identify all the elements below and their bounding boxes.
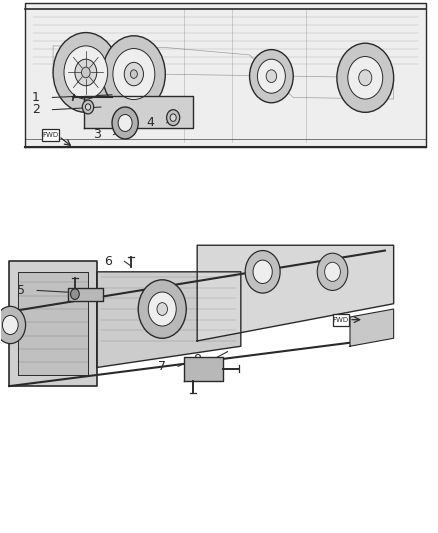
Circle shape	[124, 62, 144, 86]
Text: 7: 7	[158, 360, 166, 373]
Circle shape	[170, 114, 176, 122]
Circle shape	[138, 280, 186, 338]
Circle shape	[250, 50, 293, 103]
Text: FWD: FWD	[42, 132, 59, 138]
Circle shape	[64, 46, 108, 99]
Circle shape	[3, 316, 18, 335]
Circle shape	[348, 56, 383, 99]
Polygon shape	[350, 309, 394, 346]
Circle shape	[245, 251, 280, 293]
Circle shape	[359, 70, 372, 86]
FancyBboxPatch shape	[332, 314, 349, 326]
Circle shape	[118, 115, 132, 132]
Circle shape	[102, 36, 165, 112]
Polygon shape	[197, 245, 394, 341]
Text: 4: 4	[146, 117, 154, 130]
Polygon shape	[68, 288, 103, 301]
Circle shape	[325, 262, 340, 281]
Polygon shape	[10, 261, 97, 386]
Circle shape	[75, 59, 97, 86]
Polygon shape	[97, 272, 241, 368]
Text: 8: 8	[194, 352, 201, 366]
Circle shape	[53, 33, 119, 112]
Polygon shape	[84, 96, 193, 128]
Polygon shape	[184, 357, 223, 381]
Circle shape	[82, 100, 94, 114]
Text: 2: 2	[32, 103, 40, 116]
Circle shape	[157, 303, 167, 316]
Circle shape	[113, 49, 155, 100]
Circle shape	[253, 260, 272, 284]
Circle shape	[148, 292, 176, 326]
Text: FWD: FWD	[333, 317, 349, 322]
Circle shape	[81, 67, 90, 78]
Text: 5: 5	[17, 284, 25, 297]
Circle shape	[317, 253, 348, 290]
Circle shape	[131, 70, 138, 78]
Circle shape	[0, 306, 25, 344]
Circle shape	[85, 104, 91, 110]
Text: 6: 6	[104, 255, 112, 268]
Polygon shape	[18, 272, 88, 375]
FancyBboxPatch shape	[42, 129, 59, 141]
Polygon shape	[25, 3, 426, 147]
Circle shape	[112, 107, 138, 139]
Circle shape	[166, 110, 180, 126]
Text: 1: 1	[32, 91, 40, 104]
Text: 3: 3	[93, 128, 101, 141]
Circle shape	[337, 43, 394, 112]
Circle shape	[71, 289, 79, 300]
Circle shape	[266, 70, 277, 83]
Circle shape	[258, 59, 286, 93]
